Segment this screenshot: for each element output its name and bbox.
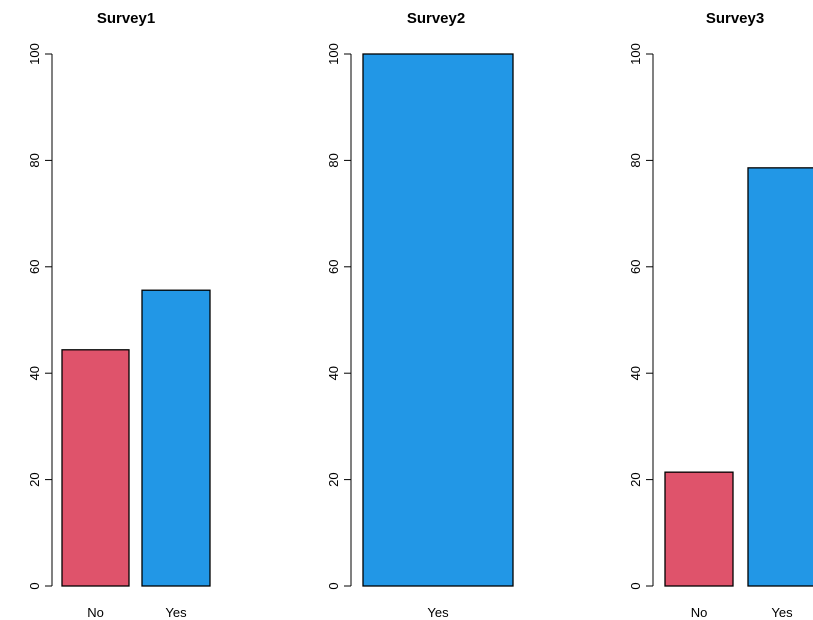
category-label: Yes (165, 605, 187, 620)
y-tick-label: 100 (628, 43, 643, 65)
chart-title: Survey3 (706, 10, 764, 27)
category-label: No (691, 605, 708, 620)
y-tick-label: 40 (326, 366, 341, 380)
bar-no (664, 471, 734, 587)
category-label: Yes (427, 605, 449, 620)
chart-panel-1: Survey1 0 20 40 60 80 100 No Yes (27, 10, 211, 620)
y-tick-label: 80 (326, 153, 341, 167)
y-tick-label: 100 (326, 43, 341, 65)
chart-panel-2: Survey2 0 20 40 60 80 100 Yes (326, 10, 514, 620)
y-tick-label: 20 (628, 472, 643, 486)
y-tick-label: 20 (326, 472, 341, 486)
y-tick-label: 0 (628, 582, 643, 589)
chart-title: Survey1 (97, 10, 155, 27)
y-tick-label: 40 (628, 366, 643, 380)
y-tick-label: 80 (27, 153, 42, 167)
bar-no (61, 349, 130, 587)
y-tick-label: 60 (326, 260, 341, 274)
chart-title: Survey2 (407, 10, 465, 27)
y-tick-label: 40 (27, 366, 42, 380)
bar-yes (747, 167, 813, 587)
y-tick-label: 60 (628, 260, 643, 274)
y-tick-label: 100 (27, 43, 42, 65)
y-tick-label: 60 (27, 260, 42, 274)
y-tick-label: 0 (27, 582, 42, 589)
bar-yes (141, 289, 211, 587)
category-label: Yes (771, 605, 793, 620)
y-tick-label: 20 (27, 472, 42, 486)
bar-yes (362, 53, 514, 587)
y-tick-label: 0 (326, 582, 341, 589)
y-tick-label: 80 (628, 153, 643, 167)
chart-panel-3: Survey3 0 20 40 60 80 100 No Yes (628, 10, 813, 620)
category-label: No (87, 605, 104, 620)
